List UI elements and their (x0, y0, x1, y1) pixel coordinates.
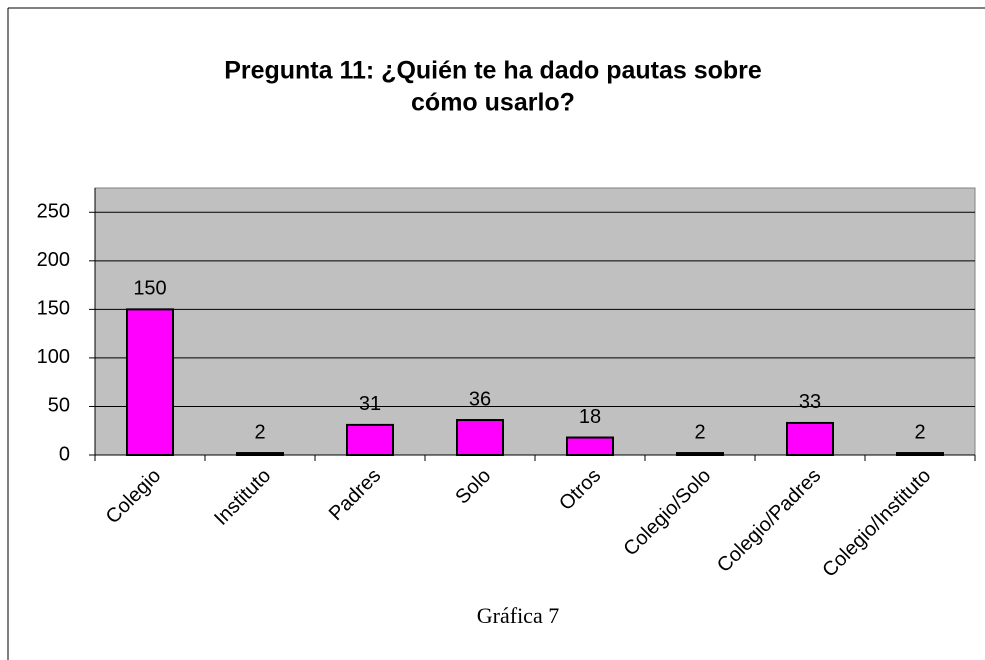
plot-area (94, 187, 976, 456)
value-label: 2 (914, 421, 925, 443)
y-tick-label: 150 (37, 298, 70, 320)
bar (456, 419, 504, 456)
chart-title: cómo usarlo? (411, 89, 575, 117)
chart-title: Pregunta 11: ¿Quién te ha dado pautas so… (224, 57, 762, 85)
x-tick-label: Colegio/Padres (713, 465, 825, 577)
x-tick-label: Colegio (102, 465, 166, 529)
caption: Gráfica 7 (477, 603, 559, 628)
x-tick-label: Instituto (210, 465, 275, 530)
x-tick-label: Solo (451, 465, 495, 509)
value-label: 2 (694, 421, 705, 443)
y-tick-label: 50 (48, 395, 70, 417)
y-tick-label: 100 (37, 346, 70, 368)
bar (346, 423, 394, 457)
x-tick-label: Colegio/Solo (620, 465, 716, 561)
bar (786, 421, 834, 456)
bar (566, 436, 614, 457)
value-label: 33 (799, 391, 821, 413)
x-tick-label: Colegio/Instituto (818, 465, 935, 582)
value-label: 2 (254, 421, 265, 443)
value-label: 150 (133, 278, 166, 300)
value-label: 31 (359, 393, 381, 415)
y-tick-label: 200 (37, 249, 70, 271)
y-tick-label: 250 (37, 201, 70, 223)
bar (126, 308, 174, 457)
value-label: 18 (579, 406, 601, 428)
x-tick-label: Otros (555, 465, 605, 515)
value-label: 36 (469, 388, 491, 410)
x-tick-label: Padres (325, 465, 385, 525)
y-tick-label: 0 (59, 443, 70, 465)
